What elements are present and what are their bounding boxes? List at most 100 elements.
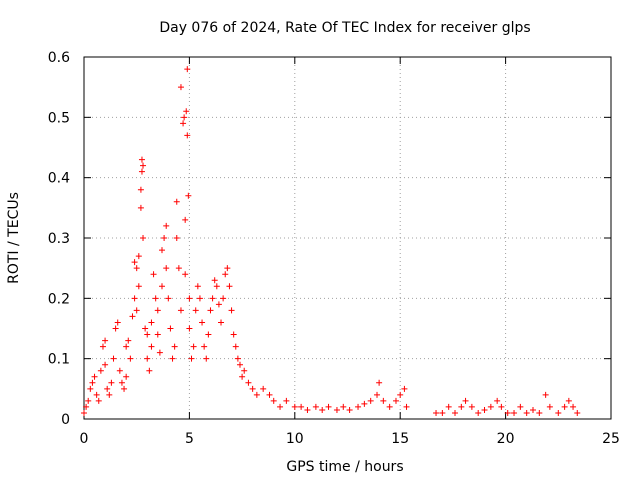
data-point: [184, 132, 191, 139]
data-point: [542, 391, 549, 398]
y-tick-label: 0.6: [48, 50, 70, 66]
data-point: [135, 283, 142, 290]
data-point: [125, 337, 132, 344]
data-point: [188, 355, 195, 362]
y-tick-label: 0.4: [48, 171, 70, 187]
x-tick-label: 10: [286, 431, 304, 447]
data-point: [546, 403, 553, 410]
data-point: [177, 84, 184, 91]
data-point: [211, 277, 218, 284]
data-point: [245, 379, 252, 386]
data-point: [333, 406, 340, 413]
data-point: [312, 403, 319, 410]
data-point: [376, 379, 383, 386]
data-point: [570, 403, 577, 410]
y-tick-label: 0.3: [48, 231, 70, 247]
data-point: [121, 385, 128, 392]
data-point: [468, 403, 475, 410]
data-point: [138, 156, 145, 163]
data-point: [355, 403, 362, 410]
data-point: [487, 403, 494, 410]
data-point: [137, 186, 144, 193]
data-point: [504, 409, 511, 416]
data-point: [190, 343, 197, 350]
data-point: [226, 283, 233, 290]
data-point: [186, 325, 193, 332]
data-point: [207, 307, 214, 314]
data-point: [137, 204, 144, 211]
data-point: [102, 337, 109, 344]
data-point: [138, 168, 145, 175]
data-point: [140, 162, 147, 169]
data-point: [165, 295, 172, 302]
data-point: [234, 355, 241, 362]
data-point: [154, 331, 161, 338]
data-point: [517, 403, 524, 410]
data-point: [89, 379, 96, 386]
data-point: [232, 343, 239, 350]
data-point: [565, 397, 572, 404]
data-point: [133, 265, 140, 272]
data-point: [260, 385, 267, 392]
data-point: [186, 295, 193, 302]
data-point: [171, 343, 178, 350]
data-point: [494, 397, 501, 404]
data-point: [241, 367, 248, 374]
data-point: [230, 331, 237, 338]
data-point: [167, 325, 174, 332]
data-point: [283, 397, 290, 404]
data-point: [127, 355, 134, 362]
data-point: [116, 367, 123, 374]
data-point: [511, 409, 518, 416]
data-point: [452, 409, 459, 416]
data-point: [325, 403, 332, 410]
data-point: [319, 406, 326, 413]
data-point: [367, 397, 374, 404]
data-point: [173, 198, 180, 205]
data-point: [154, 307, 161, 314]
x-axis-label: GPS time / hours: [286, 459, 403, 475]
data-point: [298, 403, 305, 410]
data-point: [102, 361, 109, 368]
data-point: [194, 283, 201, 290]
data-point: [253, 391, 260, 398]
data-point: [93, 391, 100, 398]
data-point: [182, 216, 189, 223]
data-point: [150, 271, 157, 278]
data-point: [142, 325, 149, 332]
data-point: [523, 409, 530, 416]
y-tick-label: 0.5: [48, 110, 70, 126]
data-point: [462, 397, 469, 404]
data-point: [236, 361, 243, 368]
data-point: [156, 349, 163, 356]
data-point: [123, 343, 130, 350]
data-point: [182, 271, 189, 278]
data-points: [81, 66, 581, 416]
data-point: [380, 397, 387, 404]
chart-title: Day 076 of 2024, Rate Of TEC Index for r…: [159, 20, 530, 36]
data-point: [205, 331, 212, 338]
data-point: [203, 355, 210, 362]
data-point: [228, 307, 235, 314]
data-point: [555, 409, 562, 416]
data-point: [346, 406, 353, 413]
data-point: [439, 409, 446, 416]
data-point: [361, 400, 368, 407]
data-point: [184, 66, 191, 73]
data-point: [110, 355, 117, 362]
data-point: [180, 120, 187, 127]
data-point: [148, 319, 155, 326]
data-point: [177, 307, 184, 314]
axis-ticks: 0 5 10 15 20 25 0 0.1 0.2 0.3 0.4 0.5 0.6: [48, 50, 620, 447]
data-point: [481, 406, 488, 413]
data-point: [304, 406, 311, 413]
data-point: [99, 343, 106, 350]
data-point: [218, 319, 225, 326]
data-point: [220, 295, 227, 302]
data-point: [401, 385, 408, 392]
data-point: [536, 409, 543, 416]
data-point: [81, 409, 87, 416]
data-point: [158, 283, 165, 290]
data-point: [266, 391, 273, 398]
data-point: [108, 379, 115, 386]
